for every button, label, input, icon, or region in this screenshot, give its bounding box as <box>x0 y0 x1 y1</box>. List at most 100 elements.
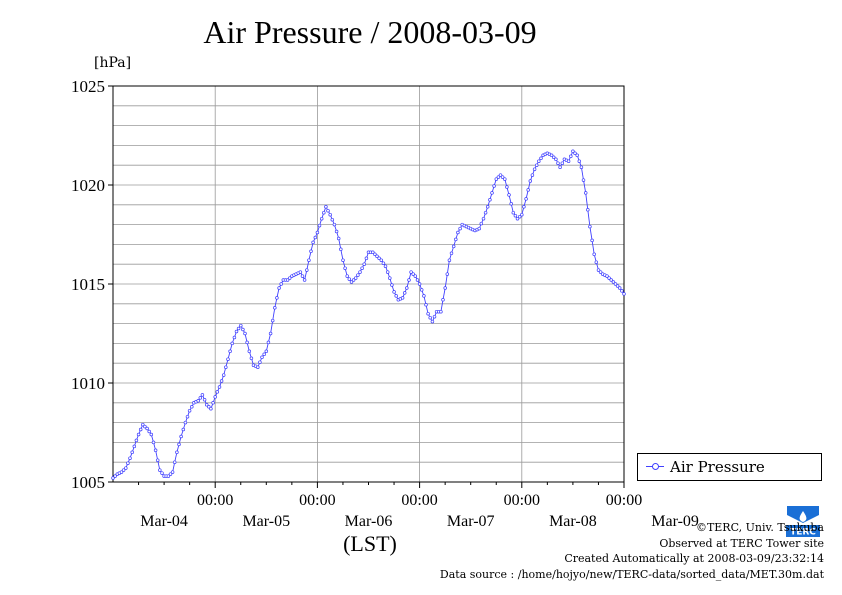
data-point <box>305 268 309 272</box>
data-point <box>411 272 415 276</box>
chart-title: Air Pressure / 2008-03-09 <box>203 14 537 50</box>
data-point <box>311 240 315 245</box>
data-point <box>439 309 443 314</box>
data-point <box>183 420 188 425</box>
y-axis-unit: [hPa] <box>94 55 132 71</box>
data-point <box>571 149 575 154</box>
data-point <box>185 414 190 419</box>
data-point <box>524 197 528 201</box>
x-tick-time-label: 00:00 <box>606 492 642 509</box>
data-point <box>298 270 303 274</box>
data-point <box>498 173 503 177</box>
data-point <box>196 399 200 403</box>
data-point <box>247 349 252 354</box>
data-point <box>402 291 407 295</box>
data-point <box>609 278 613 282</box>
data-point <box>273 306 277 310</box>
data-point <box>539 156 543 161</box>
data-point <box>413 274 418 278</box>
data-point <box>449 251 454 256</box>
credits: ©TERC, Univ. Tsukuba Observed at TERC To… <box>440 520 824 582</box>
data-point <box>598 270 603 274</box>
data-point <box>260 355 264 360</box>
data-point <box>330 217 335 222</box>
axes <box>108 85 625 488</box>
y-tick-label: 1020 <box>71 176 105 195</box>
data-point <box>505 185 509 189</box>
data-point <box>324 205 328 209</box>
data-point <box>500 175 505 179</box>
data-point <box>128 456 132 460</box>
y-tick-labels: 1005 1010 1015 1020 1025 <box>71 77 105 492</box>
observed-text: Observed at TERC Tower site <box>659 536 824 550</box>
data-point <box>551 155 556 160</box>
data-point <box>534 163 539 167</box>
data-point <box>430 319 435 324</box>
data-point <box>249 356 254 361</box>
data-point <box>213 395 217 399</box>
data-point <box>211 401 215 405</box>
data-point <box>309 249 313 254</box>
data-point <box>307 258 311 262</box>
data-point <box>356 273 360 277</box>
data-point <box>224 365 228 369</box>
data-point <box>364 256 369 261</box>
data-point <box>528 179 533 183</box>
y-tick-label: 1005 <box>71 473 105 492</box>
data-point <box>175 450 179 455</box>
x-tick-time-label: 00:00 <box>401 492 437 509</box>
data-point <box>236 326 241 331</box>
data-point <box>407 278 411 282</box>
data-point <box>375 254 379 259</box>
data-point <box>158 468 162 472</box>
data-point <box>554 157 558 162</box>
data-point <box>537 159 541 163</box>
data-point <box>198 396 203 400</box>
data-point <box>558 165 562 169</box>
data-point <box>590 238 594 243</box>
data-point <box>343 266 347 270</box>
logo-text: TERC <box>790 528 816 538</box>
data-point <box>228 349 232 354</box>
data-point <box>445 272 450 276</box>
data-point <box>392 290 396 294</box>
data-point <box>417 282 422 286</box>
data-point <box>202 398 207 402</box>
y-tick-label: 1010 <box>71 374 105 393</box>
data-point <box>575 153 579 158</box>
data-point <box>549 153 554 158</box>
data-point <box>447 258 452 262</box>
data-point <box>166 474 171 478</box>
data-point <box>383 264 388 268</box>
data-point <box>419 288 424 292</box>
data-point <box>379 258 384 262</box>
data-point <box>481 216 486 221</box>
data-point <box>219 379 224 383</box>
data-point <box>522 205 526 209</box>
data-point <box>181 427 186 432</box>
data-point <box>586 208 590 212</box>
data-point <box>503 177 507 181</box>
data-point <box>132 444 137 449</box>
data-point <box>426 311 430 316</box>
data-point <box>622 292 626 296</box>
source-text: Data source : /home/hojyo/new/TERC-data/… <box>439 567 824 581</box>
data-point <box>226 357 230 361</box>
data-point <box>190 405 194 409</box>
data-point <box>113 474 117 478</box>
data-point <box>569 154 573 159</box>
data-point <box>560 161 565 165</box>
data-point <box>485 205 490 209</box>
data-point <box>607 276 611 280</box>
data-point <box>349 280 354 284</box>
data-point <box>520 212 524 217</box>
data-point <box>270 318 275 323</box>
data-point <box>134 438 139 443</box>
data-point <box>172 460 177 464</box>
data-point <box>620 289 624 293</box>
data-point <box>221 373 226 377</box>
data-point <box>441 298 445 302</box>
x-day-label: Mar-08 <box>549 513 597 530</box>
data-point <box>432 314 437 319</box>
data-point <box>217 385 222 389</box>
